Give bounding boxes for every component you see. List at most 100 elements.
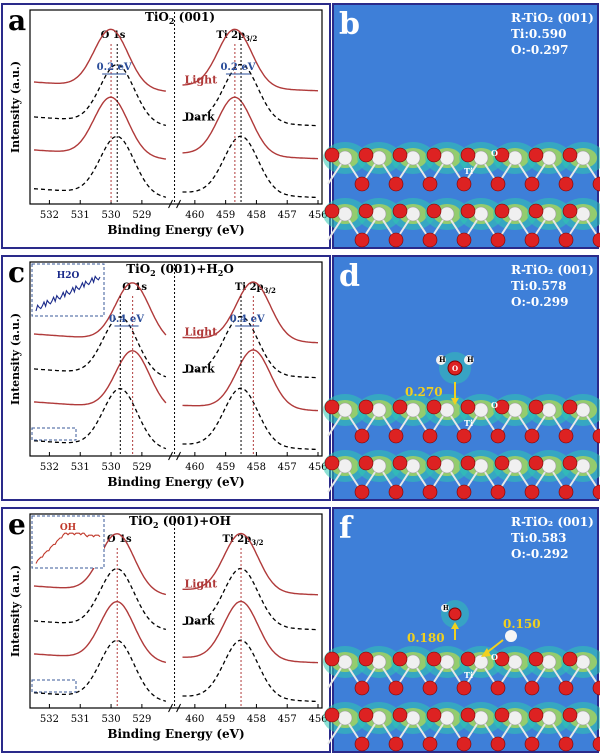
shift-label-ti2p: 0.2 eV: [220, 62, 255, 73]
o-atom: [592, 176, 600, 192]
series-light-ti2p-curve: [182, 600, 319, 664]
o-atom: [426, 651, 442, 667]
series-dark-ti2p-curve: [182, 387, 319, 451]
o-atom: [562, 707, 578, 723]
o-atom: [354, 232, 370, 248]
water-o-atom: [447, 360, 463, 376]
peak-label-ti2p: Ti 2p3/2: [235, 282, 276, 295]
o-atom: [490, 176, 506, 192]
dft-ti-charge: Ti:0.578: [511, 279, 567, 293]
ti-atom: [439, 150, 455, 166]
axis-break-mark: [176, 199, 181, 209]
water-h-atom: [436, 355, 446, 365]
series-light-o1s-curve: [33, 350, 167, 406]
ti-atom: [507, 654, 523, 670]
o-atom: [324, 651, 340, 667]
o-atom: [558, 736, 574, 752]
series-dark-ti2p-curve: [182, 639, 319, 703]
ti-atom: [439, 402, 455, 418]
peak-label-o1s: O 1s: [101, 30, 126, 41]
ti-atom: [541, 150, 557, 166]
axis-break-mark: [168, 451, 173, 461]
transfer-arrowhead: [451, 398, 459, 405]
o-atom: [456, 176, 472, 192]
o-atom: [494, 455, 510, 471]
o-atom: [358, 707, 374, 723]
panel-letter: c: [8, 256, 25, 289]
o-atom: [528, 399, 544, 415]
o-atom: [388, 680, 404, 696]
x-tick-label: 458: [247, 714, 266, 725]
transfer-arrowhead: [481, 648, 491, 657]
ti-atom: [337, 710, 353, 726]
x-tick-label: 456: [308, 210, 327, 221]
o-atom: [324, 147, 340, 163]
o-atom: [426, 147, 442, 163]
ti-atom: [541, 402, 557, 418]
dft-ti-charge: Ti:0.583: [511, 531, 567, 545]
x-tick-label: 460: [185, 714, 204, 725]
ti-atom: [337, 458, 353, 474]
x-tick-label: 456: [308, 462, 327, 473]
ti-atom: [541, 654, 557, 670]
o-atom: [460, 399, 476, 415]
ti-atom: [541, 206, 557, 222]
peak-label-o1s: O 1s: [107, 534, 132, 545]
h-label: H: [439, 355, 446, 364]
dark-label: Dark: [185, 614, 215, 627]
o-atom: [524, 484, 540, 500]
ti-atom: [405, 402, 421, 418]
o-atom: [562, 203, 578, 219]
o-atom: [392, 707, 408, 723]
proton-h-atom: [505, 630, 517, 642]
ti-atom: [473, 402, 489, 418]
ti-atom: [507, 458, 523, 474]
panel-letter: f: [339, 511, 354, 546]
series-light-o1s-curve: [33, 96, 166, 160]
o-atom: [524, 232, 540, 248]
o-atom: [422, 680, 438, 696]
o-atom: [324, 399, 340, 415]
o-atom: [528, 203, 544, 219]
series-light-ti2p-curve: [182, 281, 318, 344]
inset-label: OH: [60, 523, 77, 533]
water-h-atom: [464, 355, 474, 365]
x-axis-label: Binding Energy (eV): [107, 475, 244, 489]
o-atom: [524, 176, 540, 192]
x-tick-label: 531: [71, 210, 90, 221]
dft-model-label: R-TiO₂ (001): [511, 263, 594, 277]
ti-atom: [575, 402, 591, 418]
x-tick-label: 530: [102, 210, 121, 221]
transfer-value-a: 0.180: [407, 631, 445, 645]
x-tick-label: 530: [102, 714, 121, 725]
hydroxyl-o-atom: [448, 607, 462, 621]
transfer-value-b: 0.150: [503, 617, 541, 631]
peak-label-ti2p: Ti 2p3/2: [223, 534, 264, 547]
o-atom: [528, 651, 544, 667]
ti-atom: [575, 710, 591, 726]
axis-break-mark: [176, 451, 181, 461]
o-atom: [490, 680, 506, 696]
o-atom: [494, 147, 510, 163]
o-atom: [592, 680, 600, 696]
axis-break-mark: [168, 199, 173, 209]
inset-box: [31, 263, 105, 317]
o-atom: [524, 680, 540, 696]
o-atom: [592, 484, 600, 500]
series-light-ti2p-curve: [182, 532, 319, 596]
o-atom: [592, 736, 600, 752]
series-dark-ti2p-curve: [182, 315, 319, 379]
o-atom: [558, 232, 574, 248]
ti-atom: [371, 458, 387, 474]
series-dark-o1s-curve: [33, 639, 167, 702]
o-atom: [358, 203, 374, 219]
o-atom: [456, 232, 472, 248]
ti-atom: [337, 150, 353, 166]
o-atom: [358, 399, 374, 415]
x-tick-label: 532: [40, 462, 59, 473]
o-atom: [422, 736, 438, 752]
peak-label-o1s: O 1s: [122, 282, 147, 293]
inset-source-box: [31, 427, 77, 441]
ti-atom: [473, 654, 489, 670]
